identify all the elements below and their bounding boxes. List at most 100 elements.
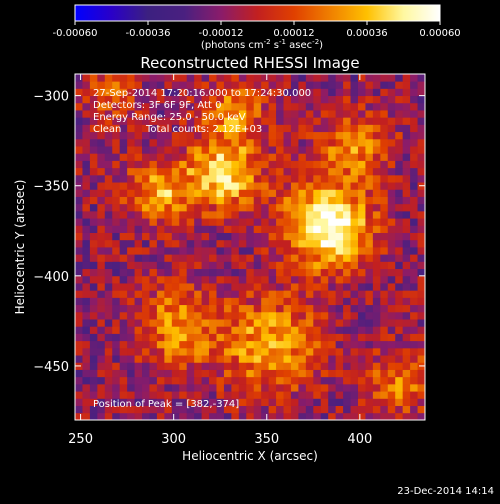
heatmap-cell (231, 283, 240, 291)
heatmap-cell (171, 340, 180, 349)
heatmap-cell (201, 218, 210, 226)
heatmap-cell (357, 146, 366, 154)
heatmap-cell (350, 326, 359, 334)
heatmap-cell (209, 210, 217, 219)
heatmap-cell (261, 355, 270, 363)
heatmap-cell (365, 297, 374, 306)
heatmap-cell (194, 203, 202, 212)
heatmap-cell (127, 268, 135, 277)
heatmap-cell (231, 398, 240, 406)
heatmap-cell (231, 412, 240, 420)
heatmap-cell (417, 146, 425, 154)
heatmap-cell (343, 405, 351, 414)
heatmap-cell (104, 218, 113, 226)
heatmap-cell (395, 333, 404, 342)
heatmap-cell (268, 210, 277, 219)
heatmap-cell (246, 102, 255, 111)
heatmap-cell (298, 319, 307, 327)
heatmap-cell (82, 81, 91, 89)
heatmap-cell (357, 174, 366, 183)
heatmap-cell (186, 102, 195, 111)
heatmap-cell (387, 275, 396, 284)
colorbar-tick-label: 0.00060 (419, 28, 460, 39)
heatmap-cell (127, 174, 135, 183)
heatmap-cell (216, 311, 225, 320)
heatmap-cell (395, 174, 404, 183)
heatmap-cell (194, 210, 202, 219)
heatmap-cell (216, 326, 225, 334)
heatmap-cell (350, 203, 359, 212)
heatmap-cell (246, 225, 255, 233)
heatmap-cell (313, 290, 322, 298)
heatmap-cell (313, 138, 322, 147)
heatmap-cell (313, 210, 322, 219)
heatmap-cell (75, 189, 83, 197)
heatmap-cell (268, 391, 277, 399)
heatmap-cell (305, 319, 314, 327)
heatmap-cell (276, 239, 284, 248)
heatmap-cell (201, 261, 210, 270)
heatmap-cell (171, 203, 180, 212)
heatmap-cell (97, 138, 106, 147)
heatmap-cell (410, 275, 418, 284)
heatmap-cell (127, 225, 135, 233)
heatmap-cell (357, 319, 366, 327)
heatmap-cell (290, 391, 299, 399)
heatmap-cell (142, 247, 150, 255)
heatmap-cell (127, 95, 135, 104)
peak-position-text: Position of Peak = [382,-374] (93, 399, 239, 410)
heatmap-cell (82, 275, 91, 284)
heatmap-cell (268, 153, 277, 161)
heatmap-cell (142, 225, 150, 233)
heatmap-cell (387, 347, 396, 356)
heatmap-cell (328, 124, 337, 133)
heatmap-cell (179, 290, 188, 298)
heatmap-cell (246, 398, 255, 406)
heatmap-cell (365, 95, 374, 104)
heatmap-cell (112, 247, 121, 255)
heatmap-cell (164, 182, 173, 190)
heatmap-cell (142, 74, 150, 82)
heatmap-cell (216, 225, 225, 233)
heatmap-cell (127, 275, 135, 284)
heatmap-cell (372, 131, 381, 140)
heatmap-cell (387, 131, 396, 140)
heatmap-cell (395, 405, 404, 414)
heatmap-cell (112, 102, 121, 111)
heatmap-cell (97, 95, 106, 104)
heatmap-cell (156, 131, 165, 140)
heatmap-cell (372, 347, 381, 356)
heatmap-cell (179, 196, 188, 205)
heatmap-cell (283, 74, 292, 82)
heatmap-cell (372, 225, 381, 233)
heatmap-cell (156, 412, 165, 420)
heatmap-cell (104, 138, 113, 147)
heatmap-cell (380, 146, 389, 154)
heatmap-cell (357, 268, 366, 277)
heatmap-cell (104, 347, 113, 356)
heatmap-cell (328, 131, 337, 140)
heatmap-cell (231, 319, 240, 327)
heatmap-cell (343, 290, 351, 298)
heatmap-cell (357, 340, 366, 349)
heatmap-cell (223, 412, 232, 420)
heatmap-cell (89, 383, 98, 392)
heatmap-cell (149, 391, 158, 399)
heatmap-cell (328, 254, 337, 262)
heatmap-cell (343, 297, 351, 306)
heatmap-cell (89, 304, 98, 313)
heatmap-cell (223, 160, 232, 169)
heatmap-cell (209, 362, 217, 370)
heatmap-cell (261, 326, 270, 334)
heatmap-cell (104, 117, 113, 125)
heatmap-cell (283, 376, 292, 385)
heatmap-cell (112, 160, 121, 169)
heatmap-cell (75, 391, 83, 399)
heatmap-cell (231, 333, 240, 342)
heatmap-cell (276, 297, 284, 306)
x-tick-label: 300 (161, 432, 186, 447)
heatmap-cell (112, 174, 121, 183)
heatmap-cell (328, 174, 337, 183)
heatmap-cell (320, 326, 329, 334)
heatmap-cell (417, 95, 425, 104)
